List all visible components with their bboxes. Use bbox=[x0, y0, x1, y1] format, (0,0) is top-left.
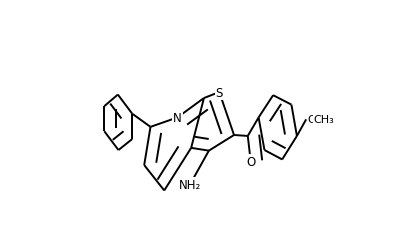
Text: CH₃: CH₃ bbox=[313, 114, 333, 124]
Text: S: S bbox=[215, 86, 223, 99]
Text: N: N bbox=[172, 112, 181, 124]
Text: O: O bbox=[245, 155, 255, 168]
Text: NH₂: NH₂ bbox=[178, 178, 200, 191]
Text: O: O bbox=[306, 114, 315, 124]
